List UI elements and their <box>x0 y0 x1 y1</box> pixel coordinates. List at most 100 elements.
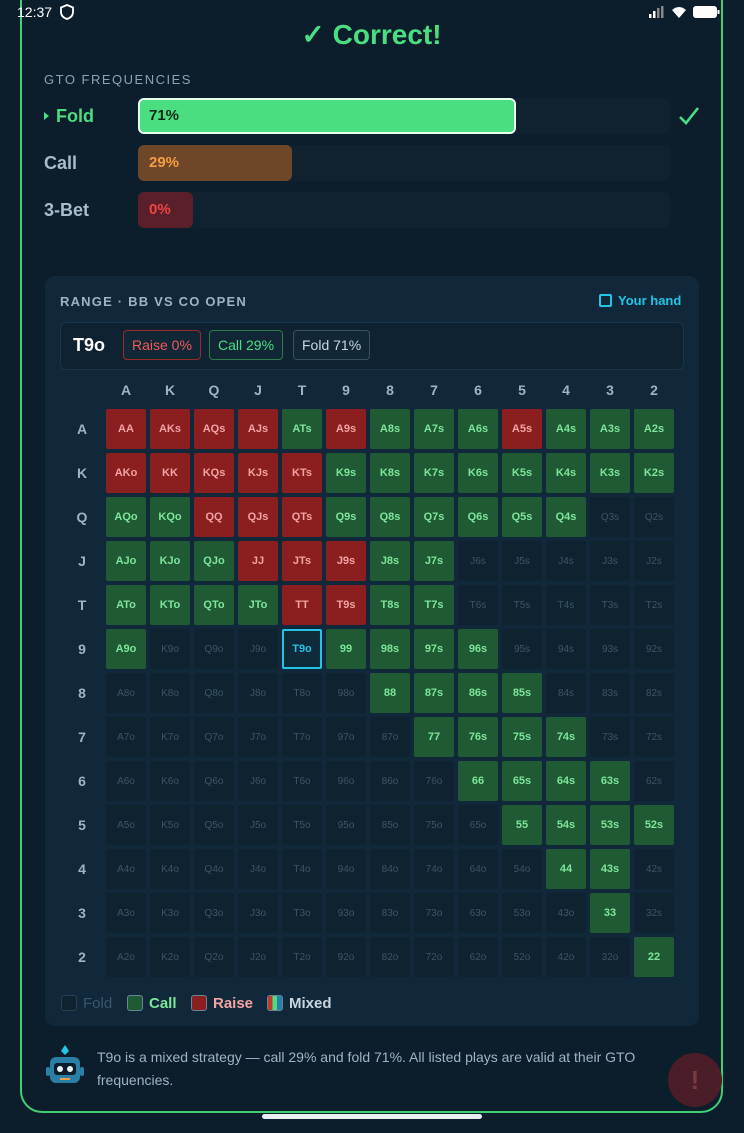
hand-cell[interactable]: ATs <box>282 409 322 449</box>
hand-cell[interactable]: 98s <box>370 629 410 669</box>
hand-cell[interactable]: 99 <box>326 629 366 669</box>
hand-cell[interactable]: A7s <box>414 409 454 449</box>
hand-cell[interactable]: 88 <box>370 673 410 713</box>
hand-cell[interactable]: T5o <box>282 805 322 845</box>
hand-cell[interactable]: J8s <box>370 541 410 581</box>
hand-cell[interactable]: A5o <box>106 805 146 845</box>
hand-cell[interactable]: KTs <box>282 453 322 493</box>
hand-cell[interactable]: A6s <box>458 409 498 449</box>
hand-cell[interactable]: A3o <box>106 893 146 933</box>
hand-cell[interactable]: AJs <box>238 409 278 449</box>
hand-cell[interactable]: 86s <box>458 673 498 713</box>
hand-cell[interactable]: Q8o <box>194 673 234 713</box>
hand-cell[interactable]: 43o <box>546 893 586 933</box>
hand-cell[interactable]: QQ <box>194 497 234 537</box>
hand-cell[interactable]: 76o <box>414 761 454 801</box>
hand-cell[interactable]: J5o <box>238 805 278 845</box>
hand-cell[interactable]: 52o <box>502 937 542 977</box>
hand-cell[interactable]: QJs <box>238 497 278 537</box>
hand-cell[interactable]: 74o <box>414 849 454 889</box>
hand-cell[interactable]: QTs <box>282 497 322 537</box>
hand-cell[interactable]: 83s <box>590 673 630 713</box>
hand-cell[interactable]: 93o <box>326 893 366 933</box>
hand-cell[interactable]: J4o <box>238 849 278 889</box>
hand-cell[interactable]: 54s <box>546 805 586 845</box>
hand-cell[interactable]: Q6o <box>194 761 234 801</box>
hand-cell[interactable]: 65s <box>502 761 542 801</box>
hand-cell[interactable]: A4o <box>106 849 146 889</box>
hand-cell[interactable]: Q8s <box>370 497 410 537</box>
hand-cell[interactable]: 95s <box>502 629 542 669</box>
hand-cell[interactable]: 96o <box>326 761 366 801</box>
hand-cell[interactable]: 62s <box>634 761 674 801</box>
hand-cell[interactable]: J3o <box>238 893 278 933</box>
hand-cell[interactable]: 42s <box>634 849 674 889</box>
hand-cell[interactable]: J9o <box>238 629 278 669</box>
hand-cell[interactable]: J9s <box>326 541 366 581</box>
hand-cell[interactable]: A9s <box>326 409 366 449</box>
hand-cell[interactable]: K7o <box>150 717 190 757</box>
hand-cell[interactable]: KJs <box>238 453 278 493</box>
hand-cell[interactable]: A2s <box>634 409 674 449</box>
hand-cell[interactable]: 82o <box>370 937 410 977</box>
hand-cell[interactable]: JTo <box>238 585 278 625</box>
hand-cell[interactable]: T5s <box>502 585 542 625</box>
hand-cell[interactable]: 92o <box>326 937 366 977</box>
hand-cell[interactable]: T2s <box>634 585 674 625</box>
hand-cell[interactable]: J4s <box>546 541 586 581</box>
hand-cell[interactable]: 33 <box>590 893 630 933</box>
hand-cell[interactable]: 65o <box>458 805 498 845</box>
hand-cell[interactable]: A8o <box>106 673 146 713</box>
your-hand-label[interactable]: Your hand <box>618 293 682 308</box>
hand-cell[interactable]: K6o <box>150 761 190 801</box>
hand-cell[interactable]: 53o <box>502 893 542 933</box>
hand-cell[interactable]: 32s <box>634 893 674 933</box>
hand-cell[interactable]: A7o <box>106 717 146 757</box>
hand-cell[interactable]: T9s <box>326 585 366 625</box>
hand-cell[interactable]: 97o <box>326 717 366 757</box>
hand-cell[interactable]: 63o <box>458 893 498 933</box>
hand-cell[interactable]: 66 <box>458 761 498 801</box>
hand-cell[interactable]: 86o <box>370 761 410 801</box>
hand-cell[interactable]: A9o <box>106 629 146 669</box>
hand-cell[interactable]: 75s <box>502 717 542 757</box>
hand-cell[interactable]: 74s <box>546 717 586 757</box>
hand-cell[interactable]: 85s <box>502 673 542 713</box>
hand-cell[interactable]: 75o <box>414 805 454 845</box>
hand-cell[interactable]: Q7s <box>414 497 454 537</box>
hand-cell[interactable]: 83o <box>370 893 410 933</box>
hand-cell[interactable]: J2s <box>634 541 674 581</box>
hand-cell[interactable]: J7s <box>414 541 454 581</box>
hand-cell[interactable]: T4o <box>282 849 322 889</box>
hand-cell[interactable]: KQo <box>150 497 190 537</box>
hand-cell[interactable]: 94o <box>326 849 366 889</box>
hand-cell[interactable]: 96s <box>458 629 498 669</box>
hand-cell[interactable]: 82s <box>634 673 674 713</box>
hand-cell[interactable]: T8s <box>370 585 410 625</box>
hand-cell[interactable]: J6s <box>458 541 498 581</box>
hand-cell[interactable]: A2o <box>106 937 146 977</box>
hand-cell[interactable]: JJ <box>238 541 278 581</box>
hand-cell[interactable]: 73o <box>414 893 454 933</box>
hand-cell[interactable]: Q4o <box>194 849 234 889</box>
hand-cell[interactable]: T7o <box>282 717 322 757</box>
hand-cell[interactable]: KK <box>150 453 190 493</box>
hand-cell[interactable]: 42o <box>546 937 586 977</box>
hand-cell[interactable]: 73s <box>590 717 630 757</box>
hand-cell[interactable]: AQs <box>194 409 234 449</box>
hand-cell[interactable]: 76s <box>458 717 498 757</box>
report-button[interactable]: ! <box>668 1053 722 1107</box>
hand-cell[interactable]: 54o <box>502 849 542 889</box>
hand-cell[interactable]: TT <box>282 585 322 625</box>
hand-cell[interactable]: Q7o <box>194 717 234 757</box>
hand-cell[interactable]: 97s <box>414 629 454 669</box>
hand-cell[interactable]: 72s <box>634 717 674 757</box>
hand-cell[interactable]: Q2s <box>634 497 674 537</box>
hand-cell[interactable]: T7s <box>414 585 454 625</box>
hand-cell[interactable]: KQs <box>194 453 234 493</box>
hand-cell[interactable]: AKs <box>150 409 190 449</box>
hand-cell[interactable]: K6s <box>458 453 498 493</box>
hand-cell[interactable]: J6o <box>238 761 278 801</box>
hand-cell[interactable]: K2s <box>634 453 674 493</box>
hand-cell[interactable]: T9o <box>282 629 322 669</box>
